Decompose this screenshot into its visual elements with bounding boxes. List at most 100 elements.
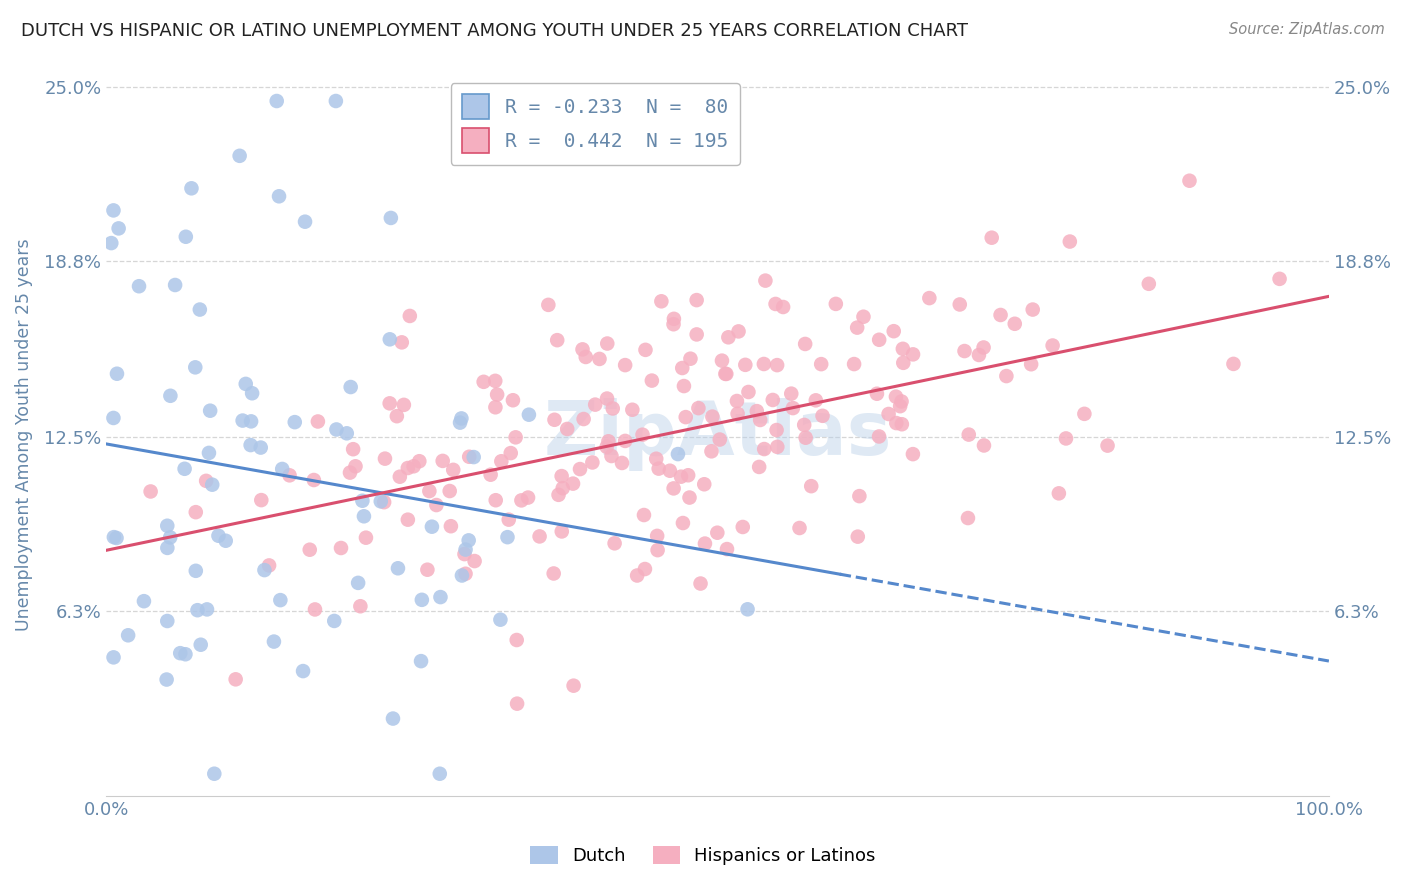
Text: ZipAtlas: ZipAtlas (543, 398, 891, 471)
Point (451, 568, 474, 582)
Point (449, 416, 471, 430)
Point (596, 392, 619, 406)
Point (352, 493, 374, 508)
Point (103, 650, 125, 665)
Point (794, 337, 817, 351)
Point (995, 369, 1018, 384)
Point (614, 434, 637, 448)
Point (198, 446, 221, 460)
Point (354, 531, 377, 545)
Point (454, 542, 477, 557)
Point (253, 563, 276, 577)
Point (883, 324, 905, 338)
Point (990, 308, 1012, 322)
Point (1073, 407, 1095, 421)
Point (249, 441, 271, 455)
Point (429, 766, 451, 780)
Point (325, 94, 347, 108)
Point (307, 415, 329, 429)
Point (800, 479, 823, 493)
Point (537, 298, 560, 312)
Point (304, 602, 326, 616)
Point (956, 511, 979, 525)
Point (848, 489, 870, 503)
Point (484, 401, 506, 415)
Point (323, 614, 346, 628)
Point (506, 632, 529, 647)
Point (868, 429, 890, 443)
Point (754, 274, 776, 288)
Point (347, 575, 370, 590)
Point (666, 447, 689, 461)
Point (269, 593, 291, 607)
Point (884, 390, 907, 404)
Point (257, 558, 280, 573)
Text: DUTCH VS HISPANIC OR LATINO UNEMPLOYMENT AMONG YOUTH UNDER 25 YEARS CORRELATION : DUTCH VS HISPANIC OR LATINO UNEMPLOYMENT… (21, 22, 969, 40)
Point (717, 330, 740, 344)
Point (173, 462, 195, 476)
Point (105, 531, 128, 545)
Point (662, 482, 685, 496)
Point (107, 221, 129, 235)
Point (953, 344, 976, 359)
Point (100, 236, 122, 251)
Y-axis label: Unemployment Among Youth under 25 years: Unemployment Among Youth under 25 years (15, 238, 32, 631)
Point (645, 451, 668, 466)
Point (693, 536, 716, 550)
Point (156, 614, 179, 628)
Point (457, 533, 479, 548)
Point (250, 493, 273, 508)
Point (891, 356, 914, 370)
Point (517, 408, 540, 422)
Point (669, 469, 692, 483)
Point (824, 297, 846, 311)
Point (645, 529, 668, 543)
Point (727, 407, 749, 421)
Point (678, 491, 700, 505)
Legend: R = -0.233  N =  80, R =  0.442  N = 195: R = -0.233 N = 80, R = 0.442 N = 195 (450, 83, 740, 165)
Point (202, 766, 225, 780)
Point (662, 317, 685, 331)
Point (672, 516, 695, 530)
Point (128, 279, 150, 293)
Point (686, 327, 709, 342)
Point (267, 189, 290, 203)
Point (562, 476, 585, 491)
Point (980, 230, 1002, 244)
Point (603, 536, 626, 550)
Point (103, 411, 125, 425)
Point (890, 394, 912, 409)
Point (228, 149, 250, 163)
Point (811, 409, 834, 423)
Point (464, 554, 486, 568)
Point (339, 380, 361, 394)
Point (195, 474, 218, 488)
Point (409, 654, 432, 668)
Point (517, 491, 540, 505)
Point (174, 647, 197, 661)
Point (765, 297, 787, 311)
Point (688, 401, 710, 416)
Point (408, 454, 430, 468)
Point (772, 300, 794, 314)
Point (174, 229, 197, 244)
Point (731, 520, 754, 534)
Point (789, 521, 811, 535)
Point (575, 350, 598, 364)
Point (432, 454, 454, 468)
Point (749, 413, 772, 427)
Point (105, 367, 128, 381)
Point (235, 376, 257, 391)
Point (502, 393, 524, 408)
Point (491, 454, 513, 468)
Point (139, 484, 162, 499)
Point (551, 524, 574, 539)
Point (484, 374, 506, 388)
Point (190, 638, 212, 652)
Point (1137, 277, 1160, 291)
Point (353, 509, 375, 524)
Point (562, 679, 585, 693)
Point (967, 348, 990, 362)
Point (889, 399, 911, 413)
Point (378, 396, 401, 410)
